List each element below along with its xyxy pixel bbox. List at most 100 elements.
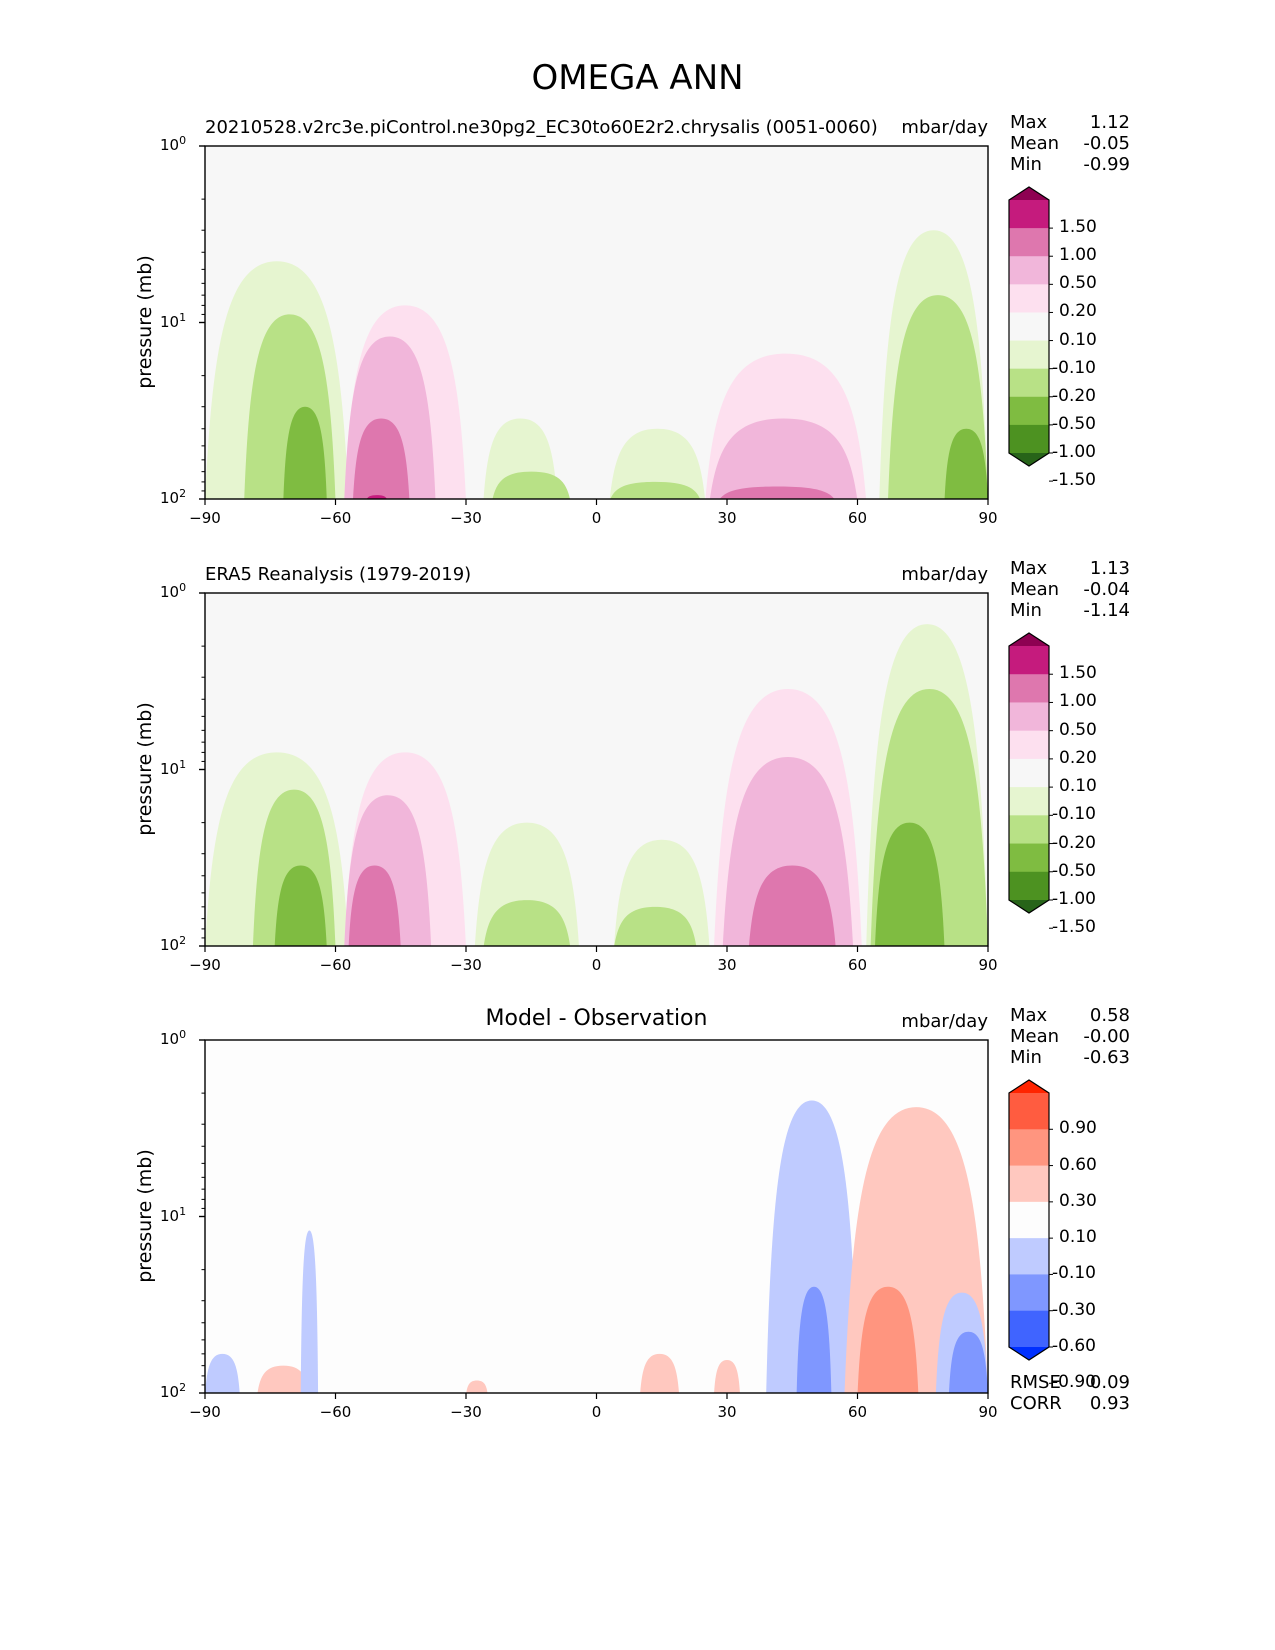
contour-region — [283, 406, 327, 499]
colorbar-tick-label: -0.20 — [1052, 385, 1096, 406]
contour-region — [466, 1380, 488, 1393]
y-tick-label: 100 — [160, 581, 187, 601]
y-tick-label: 101 — [160, 757, 187, 778]
stat-label-mean: Mean — [1010, 133, 1060, 154]
colorbar-segment — [1009, 1238, 1049, 1275]
contour-region — [366, 495, 387, 499]
contour-region — [348, 865, 401, 946]
colorbar-tick-label: -0.50 — [1052, 860, 1096, 881]
x-tick-label: −90 — [189, 509, 221, 527]
colorbar-tick-label: 1.50 — [1059, 663, 1097, 684]
x-tick-label: 30 — [717, 509, 737, 527]
colorbar — [1008, 1079, 1053, 1384]
stat-label-max: Max — [1010, 112, 1048, 133]
colorbar-tick-label: -0.20 — [1052, 832, 1096, 853]
x-tick-label: 90 — [978, 956, 998, 974]
contour-region — [874, 822, 945, 946]
stat-label-max: Max — [1010, 1005, 1048, 1026]
colorbar-segment — [1009, 1201, 1049, 1239]
stat-value-min: -1.14 — [1083, 600, 1130, 621]
y-tick-exponent: 1 — [179, 757, 187, 771]
stat-label-min: Min — [1010, 600, 1042, 621]
colorbar-segment — [1009, 674, 1049, 703]
x-tick-label: 0 — [591, 956, 602, 974]
colorbar-tick-label: 0.10 — [1059, 776, 1097, 797]
colorbar-tick-label: -1.00 — [1052, 442, 1096, 462]
y-axis-label: pressure (mb) — [134, 254, 156, 389]
colorbar-segment — [1009, 758, 1049, 788]
y-tick-label: 101 — [160, 310, 187, 331]
panel-difference — [199, 1039, 989, 1399]
colorbar-segment — [1009, 284, 1049, 313]
colorbar-tick-label: -0.30 — [1052, 1299, 1096, 1320]
colorbar-segment — [1009, 200, 1049, 229]
contour-region — [748, 865, 836, 946]
panel-reference — [199, 592, 989, 952]
units-label: mbar/day — [901, 117, 988, 138]
colorbar-segment — [1009, 424, 1049, 454]
contour-region — [614, 906, 697, 946]
contour-fills — [205, 624, 988, 946]
y-tick-label: 102 — [160, 487, 187, 507]
contour-fills — [205, 230, 988, 499]
stat-label-min: Min — [1010, 1047, 1042, 1068]
x-tick-label: −90 — [189, 956, 221, 974]
contour-region — [944, 428, 988, 499]
colorbar-segment — [1009, 730, 1049, 760]
y-tick-exponent: 2 — [179, 1381, 187, 1394]
colorbar-tick-label: -0.90 — [1052, 1372, 1096, 1393]
y-tick-exponent: 2 — [179, 487, 187, 500]
colorbar-tick-label: 0.10 — [1059, 1227, 1097, 1248]
x-tick-label: 60 — [847, 956, 868, 974]
colorbar-tick-label: -0.50 — [1052, 413, 1096, 434]
colorbar-segment — [1009, 1129, 1049, 1167]
y-tick-exponent: 1 — [179, 310, 187, 324]
x-tick-label: 30 — [717, 1403, 737, 1421]
colorbar-segment — [1009, 340, 1049, 370]
stat-label-max: Max — [1010, 558, 1048, 579]
contour-region — [610, 481, 701, 499]
y-tick-exponent: 0 — [179, 1028, 187, 1041]
stat-value-min: -0.63 — [1083, 1047, 1130, 1068]
panel-title: Model - Observation — [485, 1006, 708, 1031]
colorbar-segment — [1009, 228, 1049, 257]
figure-title: OMEGA ANN — [531, 58, 744, 98]
y-tick-exponent: 0 — [179, 134, 187, 147]
contour-region — [714, 1359, 740, 1393]
contour-region — [857, 1286, 919, 1393]
colorbar-tick-label: -1.50 — [1052, 917, 1096, 938]
colorbar-tick-label: 0.10 — [1059, 329, 1097, 350]
x-tick-label: −30 — [450, 1403, 482, 1421]
colorbar-extend-min — [1009, 900, 1049, 913]
y-tick-label: 102 — [160, 1381, 187, 1401]
colorbar-segment — [1009, 702, 1049, 732]
stat-label-mean: Mean — [1010, 579, 1060, 600]
contour-region — [492, 471, 570, 499]
colorbar-tick-label: 1.00 — [1059, 245, 1097, 266]
y-tick-label: 101 — [160, 1204, 187, 1225]
panel-test — [199, 145, 989, 505]
colorbar-tick-label: 0.50 — [1059, 273, 1097, 294]
stat-label-corr: CORR — [1010, 1393, 1062, 1414]
y-tick-exponent: 1 — [179, 1204, 187, 1218]
units-label: mbar/day — [901, 1011, 988, 1032]
y-tick-label: 100 — [160, 1028, 187, 1048]
stat-value-mean: -0.04 — [1083, 579, 1130, 600]
contour-region — [274, 865, 327, 946]
colorbar-extend-min — [1009, 453, 1049, 466]
colorbar-segment — [1009, 1165, 1049, 1203]
x-tick-label: −30 — [450, 956, 482, 974]
contour-region — [796, 1286, 832, 1393]
contour-region — [483, 900, 571, 946]
contour-region — [257, 1365, 310, 1393]
contour-region — [609, 428, 706, 499]
x-tick-label: 90 — [978, 509, 998, 527]
colorbar-tick-label: 1.50 — [1059, 217, 1097, 238]
colorbar-tick-label: 0.30 — [1059, 1190, 1097, 1211]
x-tick-label: 90 — [978, 1403, 998, 1421]
colorbar-tick-label: 1.00 — [1059, 691, 1097, 712]
y-tick-exponent: 0 — [179, 581, 187, 594]
colorbar-tick-label: 0.50 — [1059, 719, 1097, 740]
contour-region — [640, 1353, 679, 1393]
